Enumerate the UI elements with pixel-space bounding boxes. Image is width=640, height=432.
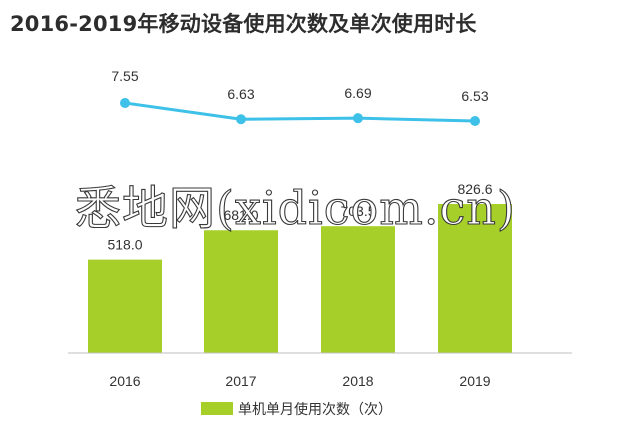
bars-layer: 518.0 681.0 703.5 826.6: [88, 181, 512, 353]
legend: 单机单月使用次数（次）: [201, 401, 392, 418]
line-point-2018: [353, 113, 363, 124]
bar-2017: [204, 230, 278, 353]
bar-value-label-2016: 518.0: [107, 237, 142, 253]
line-value-label-2018: 6.69: [344, 85, 371, 101]
bar-value-label-2019: 826.6: [457, 181, 492, 197]
line-series-path: [124, 101, 476, 123]
x-tick-label-2019: 2019: [459, 373, 490, 389]
line-point-2019: [470, 116, 480, 126]
line-value-label-2016: 7.55: [111, 68, 138, 84]
line-layer: 7.55 6.63 6.69 6.53: [111, 68, 489, 126]
bar-2019: [438, 204, 512, 353]
line-value-label-2019: 6.53: [461, 88, 488, 104]
bar-value-label-2018: 703.5: [340, 203, 375, 219]
bar-value-label-2017: 681.0: [223, 207, 258, 223]
x-tick-label-2017: 2017: [225, 373, 256, 389]
x-tick-label-2016: 2016: [109, 373, 140, 389]
legend-swatch-bar: [201, 402, 233, 415]
line-value-label-2017: 6.63: [227, 86, 254, 102]
chart-title: 2016-2019年移动设备使用次数及单次使用时长: [10, 12, 477, 36]
line-point-2017: [236, 114, 246, 125]
bar-2018: [321, 226, 395, 353]
watermark-text: 悉地网(xidicom.cn): [75, 181, 516, 235]
line-point-2016: [120, 98, 130, 108]
legend-label-bar: 单机单月使用次数（次）: [238, 401, 392, 418]
x-axis-ticks: 2016 2017 2018 2019: [109, 373, 490, 389]
x-tick-label-2018: 2018: [342, 373, 373, 389]
bar-2016: [88, 259, 162, 353]
